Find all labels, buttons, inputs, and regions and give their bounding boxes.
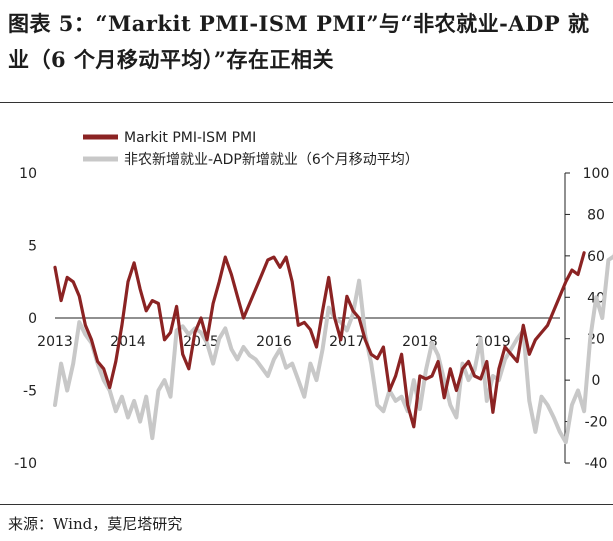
- y-right-tick-label: 80: [587, 207, 605, 223]
- chart-series: [53, 251, 613, 445]
- y-left-tick-label: 5: [28, 239, 37, 255]
- x-tick-label: 2019: [475, 334, 511, 350]
- source-note: 来源：Wind，莫尼塔研究: [8, 515, 183, 533]
- y-left-tick-label: 0: [28, 311, 37, 327]
- y-right-tick-label: -20: [585, 415, 608, 431]
- y-left-tick-label: 10: [19, 166, 37, 182]
- y-right-tick-label: 60: [587, 249, 605, 265]
- legend-label: Markit PMI-ISM PMI: [124, 130, 256, 146]
- x-tick-label: 2017: [329, 334, 365, 350]
- y-right-tick-label: -40: [585, 456, 608, 472]
- chart-legend: Markit PMI-ISM PMI 非农新增就业-ADP新增就业（6个月移动平均…: [83, 130, 419, 168]
- series-line-markit-minus-ism: [53, 251, 586, 429]
- y-left-tick-label: -10: [14, 456, 37, 472]
- chart-title: 图表 5：“Markit PMI-ISM PMI”与“非农就业-ADP 就业（6…: [8, 11, 590, 72]
- x-tick-label: 2016: [256, 334, 292, 350]
- title-divider: [0, 102, 613, 103]
- y-left-tick-label: -5: [23, 384, 37, 400]
- y-right-tick-label: 100: [583, 166, 610, 182]
- y-right-tick-label: 0: [592, 373, 601, 389]
- source-divider: [0, 504, 613, 505]
- legend-label: 非农新增就业-ADP新增就业（6个月移动平均）: [124, 152, 419, 168]
- x-tick-label: 2013: [37, 334, 73, 350]
- x-tick-label: 2014: [110, 334, 146, 350]
- x-tick-label: 2018: [402, 334, 438, 350]
- chart-title-block: 图表 5：“Markit PMI-ISM PMI”与“非农就业-ADP 就业（6…: [8, 6, 608, 78]
- series-line-payroll-minus-adp: [53, 252, 613, 445]
